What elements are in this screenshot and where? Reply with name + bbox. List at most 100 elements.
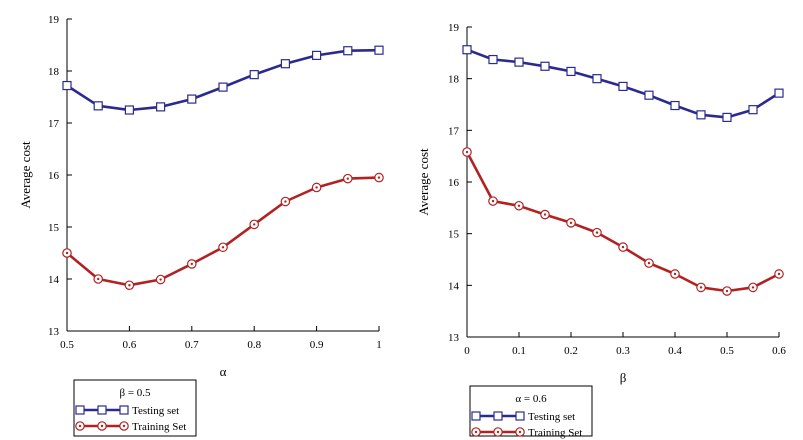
data-point-testing-set bbox=[187, 94, 197, 104]
legend-title: β = 0.5 bbox=[119, 387, 151, 399]
legend-marker-center-training-set bbox=[78, 424, 82, 428]
y-tick-label: 18 bbox=[48, 66, 60, 78]
data-point-testing-set bbox=[488, 54, 498, 65]
x-tick-label: 0.5 bbox=[720, 345, 734, 357]
data-point-center-training-set bbox=[517, 204, 521, 207]
data-point-center-training-set bbox=[621, 245, 625, 249]
data-point-testing-set bbox=[774, 88, 784, 98]
chart-panel-1: 13 14 15 16 17 18 19 0.5 0.6 0.7 0.8 0.9 1 α Average c… bbox=[18, 14, 384, 437]
x-tick-label: 0.9 bbox=[310, 339, 324, 351]
data-point-center-training-set bbox=[543, 213, 547, 216]
legend-marker-testing-set bbox=[493, 411, 503, 421]
y-tick-label: 17 bbox=[448, 125, 460, 137]
data-point-center-training-set bbox=[465, 150, 469, 154]
legend-label-testing-set: Testing set bbox=[528, 411, 575, 423]
x-tick-label: 0 bbox=[464, 345, 470, 357]
y-tick-label: 19 bbox=[48, 14, 60, 26]
x-tick-label: 0.6 bbox=[123, 339, 137, 351]
y-tick-label: 14 bbox=[48, 274, 60, 286]
legend-marker-center-training-set bbox=[518, 430, 522, 434]
data-point-testing-set bbox=[343, 46, 353, 56]
data-point-center-training-set bbox=[190, 262, 193, 266]
data-point-testing-set bbox=[514, 57, 524, 67]
data-point-center-training-set bbox=[377, 176, 381, 179]
x-axis-label: α bbox=[220, 364, 227, 379]
y-tick-label: 16 bbox=[48, 170, 60, 182]
y-tick-label: 19 bbox=[448, 22, 460, 34]
legend-marker-center-training-set bbox=[100, 424, 104, 428]
data-point-testing-set bbox=[374, 45, 384, 55]
series-line-training-set bbox=[465, 151, 780, 293]
legend-marker-center-training-set bbox=[122, 424, 126, 428]
data-point-center-training-set bbox=[346, 177, 349, 180]
data-point-testing-set bbox=[462, 45, 472, 55]
legend-label-training-set: Training Set bbox=[528, 427, 582, 439]
data-point-center-training-set bbox=[725, 289, 729, 293]
y-tick-label: 13 bbox=[48, 326, 60, 338]
data-point-testing-set bbox=[249, 70, 259, 80]
x-tick-label: 0.5 bbox=[60, 339, 74, 351]
y-axis-label: Average cost bbox=[18, 141, 33, 209]
x-tick-label: 0.8 bbox=[247, 339, 261, 351]
series-line-testing-set bbox=[66, 48, 380, 112]
x-tick-label: 0.6 bbox=[772, 345, 786, 357]
data-point-testing-set bbox=[644, 90, 654, 100]
data-point-center-training-set bbox=[751, 286, 755, 289]
data-point-testing-set bbox=[280, 59, 290, 69]
legend-marker-testing-set bbox=[97, 405, 107, 415]
legend-label-testing-set: Testing set bbox=[132, 405, 179, 417]
data-point-testing-set bbox=[566, 66, 576, 77]
data-point-center-training-set bbox=[699, 286, 703, 289]
x-tick-label: 0.7 bbox=[185, 339, 199, 351]
legend-box bbox=[469, 385, 593, 437]
legend: β = 0.5 Testing set Training Set bbox=[73, 379, 197, 437]
series-line-training-set bbox=[66, 176, 380, 287]
data-point-testing-set bbox=[93, 101, 103, 111]
legend-marker-testing-set bbox=[75, 405, 85, 415]
x-tick-label: 0.4 bbox=[668, 345, 682, 357]
data-point-testing-set bbox=[670, 100, 680, 111]
data-point-testing-set bbox=[218, 82, 228, 92]
legend-marker-center-training-set bbox=[496, 430, 500, 434]
data-point-testing-set bbox=[312, 50, 322, 61]
data-point-testing-set bbox=[696, 110, 706, 120]
legend-marker-testing-set bbox=[119, 405, 129, 415]
data-point-center-training-set bbox=[315, 186, 318, 189]
data-point-testing-set bbox=[156, 102, 166, 112]
legend-label-training-set: Training Set bbox=[132, 421, 186, 433]
y-tick-label: 18 bbox=[448, 74, 460, 86]
data-point-center-training-set bbox=[673, 272, 677, 276]
data-point-center-training-set bbox=[97, 277, 100, 281]
data-point-testing-set bbox=[540, 61, 550, 71]
legend-marker-testing-set bbox=[471, 411, 481, 421]
legend-marker-center-training-set bbox=[474, 430, 478, 434]
data-point-testing-set bbox=[722, 112, 732, 123]
data-point-testing-set bbox=[124, 105, 135, 115]
data-point-testing-set bbox=[592, 74, 602, 84]
y-tick-label: 13 bbox=[448, 332, 460, 344]
y-tick-label: 16 bbox=[448, 177, 460, 189]
data-point-center-training-set bbox=[647, 261, 651, 265]
y-axis-label: Average cost bbox=[416, 148, 431, 216]
y-tick-label: 14 bbox=[448, 280, 460, 292]
data-point-center-training-set bbox=[221, 246, 225, 249]
x-tick-label: 0.2 bbox=[564, 345, 578, 357]
data-point-center-training-set bbox=[159, 278, 162, 281]
y-tick-label: 17 bbox=[48, 118, 60, 130]
legend-title: α = 0.6 bbox=[515, 393, 547, 405]
legend-marker-testing-set bbox=[515, 411, 525, 421]
y-tick-label: 15 bbox=[48, 222, 60, 234]
y-tick-label: 15 bbox=[448, 229, 460, 241]
chart-panel-2: 13 14 15 16 17 18 19 0 0.1 0.2 0.3 0.4 0.5 0.6 β Averag… bbox=[416, 22, 786, 439]
x-tick-label: 0.1 bbox=[512, 345, 526, 357]
data-point-center-training-set bbox=[569, 221, 573, 225]
legend: α = 0.6 Testing set Training Set bbox=[469, 385, 593, 439]
data-point-center-training-set bbox=[595, 231, 599, 234]
data-point-center-training-set bbox=[253, 223, 256, 226]
data-point-testing-set bbox=[748, 105, 758, 115]
x-tick-label: 0.3 bbox=[616, 345, 630, 357]
x-axis-label: β bbox=[620, 370, 627, 385]
data-point-center-training-set bbox=[284, 200, 287, 203]
data-point-center-training-set bbox=[777, 272, 781, 276]
